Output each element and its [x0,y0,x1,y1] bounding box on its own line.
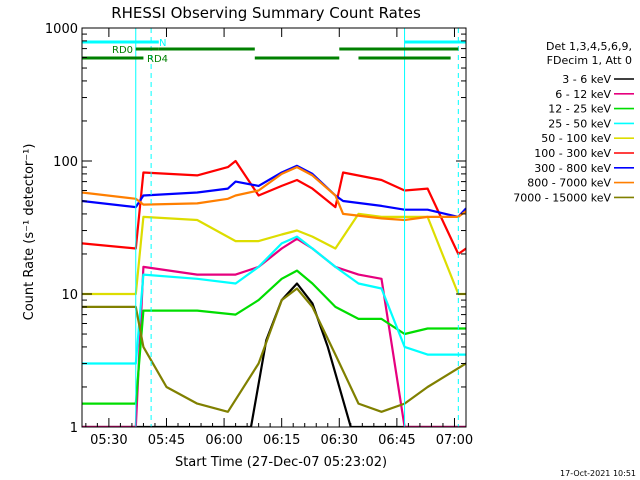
legend-label-8: 7000 - 15000 keV [513,191,611,204]
legend-header-line-1: Det 1,3,4,5,6,9, [546,40,632,53]
x-tick-label-3: 06:15 [263,433,300,448]
legend-header-line-2: FDecim 1, Att 0 [547,54,632,67]
y-tick-label-3: 1000 [45,22,78,37]
legend-label-1: 6 - 12 keV [555,88,611,101]
series-line-5 [82,159,466,256]
x-tick-label-0: 05:30 [90,433,127,448]
legend-label-4: 50 - 100 keV [541,132,611,145]
legend-label-7: 800 - 7000 keV [527,177,611,190]
x-tick-label-6: 07:00 [436,433,473,448]
footer-timestamp: 17-Oct-2021 10:51 [560,469,636,478]
legend-label-6: 300 - 800 keV [534,162,611,175]
series-line-3 [82,235,466,365]
x-axis: 05:30 05:45 06:00 06:15 06:30 06:45 07:00 [85,28,473,448]
plot-frame [81,27,467,428]
y-axis-label: Count Rate (s⁻¹ detector⁻¹) [22,144,37,321]
marker-layer [135,28,459,427]
x-tick-label-4: 06:30 [321,433,358,448]
x-tick-label-2: 06:00 [205,433,242,448]
legend-label-3: 25 - 50 keV [548,117,611,130]
y-tick-label-0: 1 [70,421,78,436]
legend-label-5: 100 - 300 keV [534,147,611,160]
legend-label-0: 3 - 6 keV [562,73,611,86]
y-axis: 1 10 100 1000 [45,22,466,436]
y-tick-label-2: 100 [53,155,78,170]
x-tick-label-5: 06:45 [378,433,415,448]
series-line-4 [82,212,466,296]
series-line-0 [82,282,466,427]
series-line-1 [82,237,466,427]
legend: Det 1,3,4,5,6,9, FDecim 1, Att 0 3 - 6 k… [513,40,634,204]
x-tick-label-1: 05:45 [148,433,185,448]
series-line-6 [82,164,466,218]
x-axis-label: Start Time (27-Dec-07 05:23:02) [175,455,387,470]
state-bar-label-2: RD4 [147,54,168,65]
state-bars-layer: N RD0 RD4 [82,38,466,65]
chart-title: RHESSI Observing Summary Count Rates [111,4,421,22]
state-bar-label-0: N [159,38,166,49]
legend-label-2: 12 - 25 keV [548,103,611,116]
y-tick-label-1: 10 [61,288,78,303]
state-bar-label-1: RD0 [112,45,133,56]
series-layer [82,159,466,427]
series-line-7 [82,166,466,222]
series-line-8 [82,287,466,413]
